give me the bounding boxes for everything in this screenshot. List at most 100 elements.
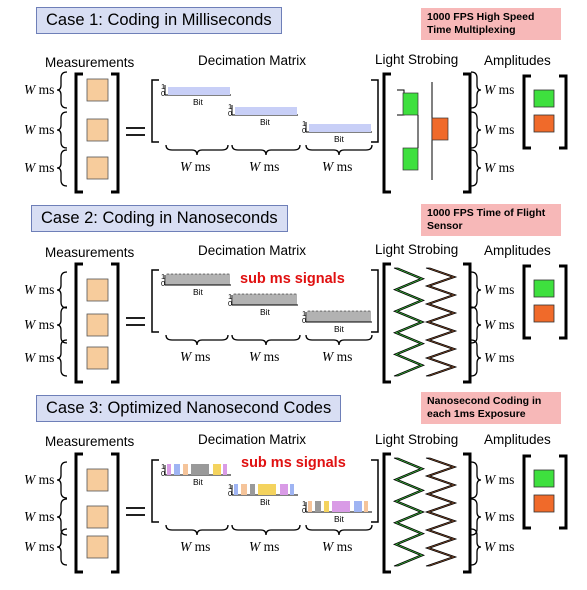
case-2-strobing-bracket-right [463, 262, 472, 384]
case-3-code-2-tick-one: 1 [228, 482, 233, 491]
case-2-under-wms-label-3: W ms [322, 349, 353, 364]
case-2-code-3-tick-one: 1 [302, 309, 307, 318]
case-2-code-2-tick-one: 1 [228, 292, 233, 301]
case-2-row-1-left-brace [56, 271, 68, 309]
case-3-amplitudes-bracket-left [522, 454, 531, 530]
case-1-code-1-bar [168, 87, 230, 95]
case-2-code-1-pulses [165, 273, 230, 286]
case-3-code-1-seg-3 [183, 464, 188, 475]
case-2-row-3-right-wms-label: W ms [484, 350, 515, 365]
case-2-note: 1000 FPS Time of Flight Sensor [421, 204, 561, 236]
case-1-amplitude-orange-box [533, 114, 555, 133]
case-2-under-brace-1 [165, 334, 229, 346]
case-1-row-2-left-brace [56, 111, 68, 149]
case-1-decimation-header: Decimation Matrix [198, 53, 307, 68]
case-3-strobing-bracket-right [463, 452, 472, 574]
case-1-code-2-bit-label: Bit [260, 117, 270, 127]
case-2-under-wms-label-2: W ms [249, 349, 280, 364]
case-3-row-3-right-brace [470, 528, 482, 566]
case-2-row-2-wms-label: W ms [24, 317, 55, 332]
case-1-row-3-right-wms-label: W ms [484, 160, 515, 175]
case-1-code-2-tick-one: 1 [228, 102, 233, 111]
case-2-measurements-bracket-left [74, 262, 83, 384]
case-3-under-wms-label-2: W ms [249, 539, 280, 554]
case-3-code-2-seg-3 [250, 484, 255, 495]
case-1-measurement-box-3 [86, 156, 109, 180]
case-1-measurements-bracket-right [111, 72, 120, 194]
case-3-row-1-right-brace [470, 461, 482, 499]
case-1-row-3-wms-label: W ms [24, 160, 55, 175]
case-1-title: Case 1: Coding in Milliseconds [36, 7, 282, 34]
case-2-code-3-tick-zero: 0 [302, 316, 307, 325]
case-2-row-1-wms-label: W ms [24, 282, 55, 297]
case-3-decimation-header: Decimation Matrix [198, 432, 307, 447]
case-2-amplitudes-bracket-right [559, 264, 568, 340]
case-1-under-wms-label-1: W ms [180, 159, 211, 174]
case-2-strobing-bracket-left [382, 262, 391, 384]
case-2-row-2-right-brace [470, 306, 482, 344]
case-3-code-3-seg-4 [332, 501, 350, 512]
case-1-row-2-right-wms-label: W ms [484, 122, 515, 137]
case-2-code-3-bit-label: Bit [334, 324, 344, 334]
case-2-row-1-right-wms-label: W ms [484, 282, 515, 297]
case-3-strobing-bracket-left [382, 452, 391, 574]
case-1-under-wms-label-3: W ms [322, 159, 353, 174]
case-3-strobing-header: Light Strobing [375, 432, 459, 447]
case-3-code-3-seg-6 [364, 501, 368, 512]
case-3-measurement-box-1 [86, 468, 109, 492]
case-2-row-2-left-brace [56, 306, 68, 344]
case-1-code-2-tick-zero: 0 [228, 109, 233, 118]
case-1-measurements-bracket-left [74, 72, 83, 194]
case-1-code-3-bar [309, 124, 371, 132]
case-1-decimation-bracket-right [371, 79, 379, 143]
case-2-code-1-tick-zero: 0 [161, 279, 166, 288]
case-1-code-1-bit-label: Bit [193, 97, 203, 107]
case-2-amplitude-orange-box [533, 304, 555, 323]
case-3-amplitude-green-box [533, 469, 555, 488]
case-3-code-3-tick-zero: 0 [302, 506, 307, 515]
case-3-under-wms-label-1: W ms [180, 539, 211, 554]
case-1-under-brace-3 [305, 144, 373, 156]
case-3-row-1-wms-label: W ms [24, 472, 55, 487]
case-1-measurement-box-2 [86, 118, 109, 142]
case-1-measurement-box-1 [86, 78, 109, 102]
case-2-measurement-box-3 [86, 346, 109, 370]
case-3-code-2-seg-6 [290, 484, 294, 495]
case-2-strobe-green-wave [392, 267, 426, 377]
case-2-code-1-tick-one: 1 [161, 272, 166, 281]
case-2-measurements-bracket-right [111, 262, 120, 384]
case-2-amplitudes-bracket-left [522, 264, 531, 340]
case-1-amplitudes-bracket-left [522, 74, 531, 150]
case-1-code-1-tick-one: 1 [161, 82, 166, 91]
case-2-row-3-left-brace [56, 339, 68, 377]
case-2-row-3-right-brace [470, 339, 482, 377]
case-3-measurements-bracket-right [111, 452, 120, 574]
case-3-amplitudes-bracket-right [559, 454, 568, 530]
case-1-strobe-orange-pulse [431, 117, 449, 141]
case-1-code-3-bit-label: Bit [334, 134, 344, 144]
case-2-measurement-box-1 [86, 278, 109, 302]
case-1-row-1-left-brace [56, 71, 68, 109]
case-3-decimation-bracket-right [371, 459, 379, 523]
case-2-decimation-bracket-left [151, 269, 159, 333]
case-1-strobe-green-pulse-1 [402, 92, 419, 116]
case-3-strobe-brown-wave [424, 457, 458, 567]
case-2-code-2-pulses [232, 293, 297, 306]
case-3-row-3-left-brace [56, 528, 68, 566]
case-2-code-2-tick-zero: 0 [228, 299, 233, 308]
case-3-under-brace-3 [305, 524, 373, 536]
case-3-code-2-seg-4 [258, 484, 276, 495]
case-3-row-1-right-wms-label: W ms [484, 472, 515, 487]
case-3-code-1-tick-one: 1 [161, 462, 166, 471]
case-3-code-1-seg-6 [223, 464, 227, 475]
case-1-row-1-wms-label: W ms [24, 82, 55, 97]
case-1-strobe-green-pulse-2 [402, 147, 419, 171]
case-3-code-1-tick-zero: 0 [161, 469, 166, 478]
case-2-amplitude-green-box [533, 279, 555, 298]
case-3-decimation-bracket-left [151, 459, 159, 523]
case-1-code-1-tick-zero: 0 [161, 89, 166, 98]
case-3-row-3-wms-label: W ms [24, 539, 55, 554]
case-3-row-1-left-brace [56, 461, 68, 499]
case-1-row-1-right-wms-label: W ms [484, 82, 515, 97]
case-3-strobe-green-wave [392, 457, 426, 567]
